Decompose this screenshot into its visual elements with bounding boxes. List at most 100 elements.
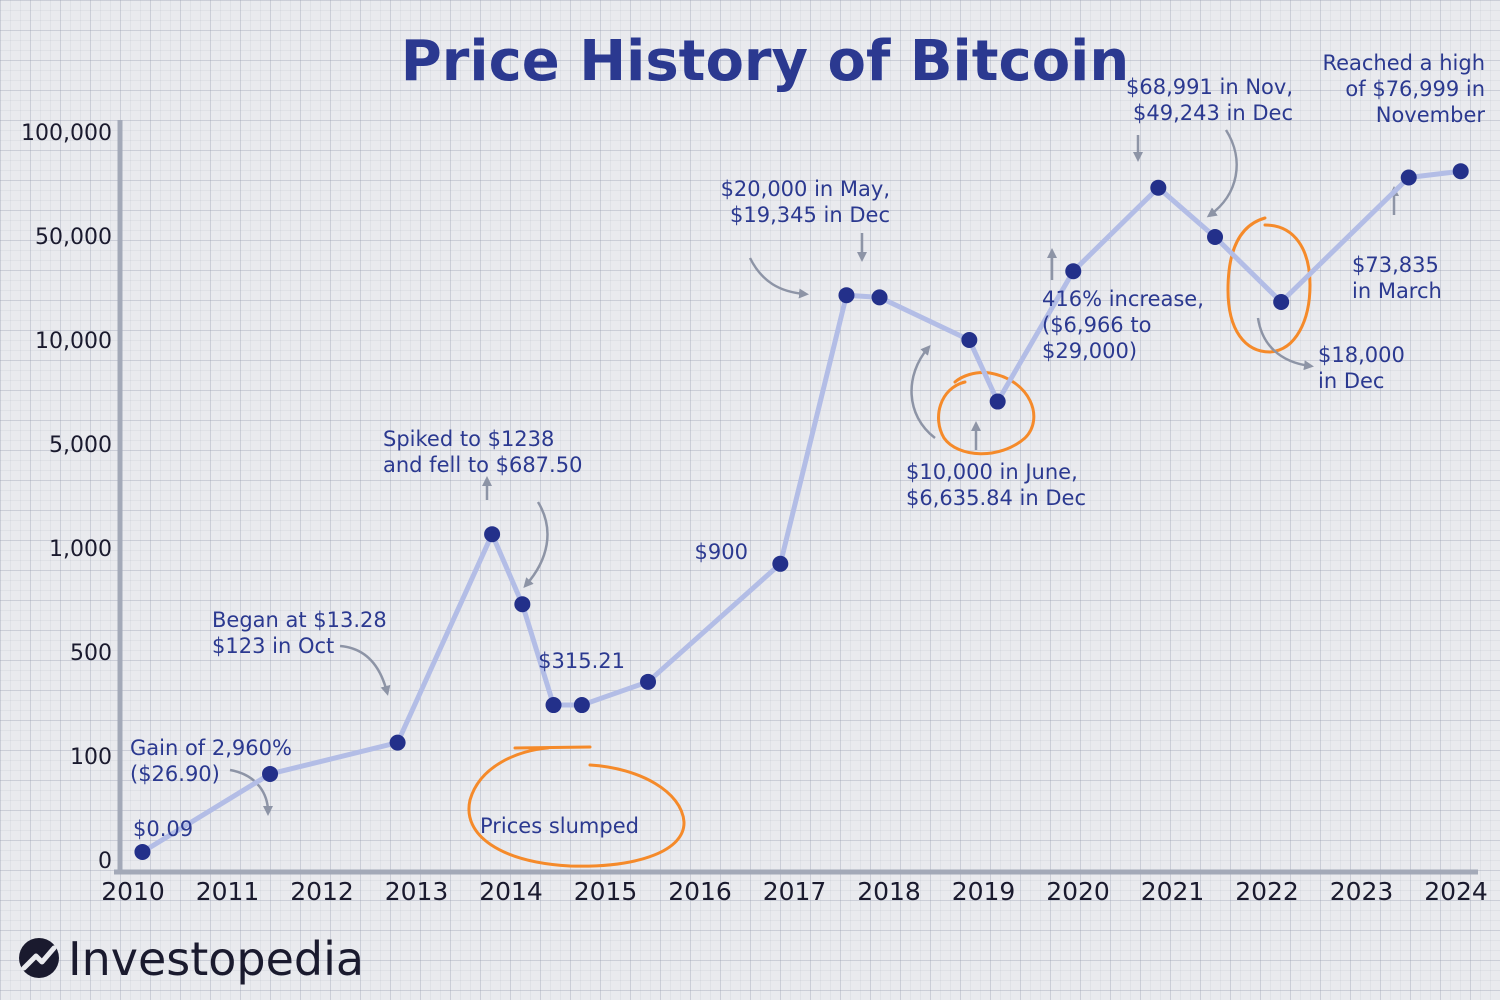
highlight-circle [1226, 216, 1312, 354]
data-point [262, 765, 279, 782]
price-series-line [139, 168, 1464, 855]
annotation-text: $68,991 in Nov, $49,243 in Dec [1126, 75, 1293, 125]
brand-name: Investopedia [68, 932, 364, 986]
annotation-line: Spiked to $1238 [383, 427, 554, 451]
y-tick-label: 10,000 [35, 329, 112, 354]
annotation-line: in March [1352, 279, 1442, 303]
annotation-text: $20,000 in May, $19,345 in Dec [721, 177, 890, 227]
x-tick-label: 2023 [1330, 877, 1394, 906]
annotation-arrows [229, 129, 1399, 816]
x-tick-label: 2011 [196, 877, 260, 906]
y-tick-labels: 0 100 500 1,000 5,000 10,000 50,000 100,000 [21, 121, 112, 874]
data-points [134, 163, 1469, 860]
data-point [514, 596, 531, 613]
annotation-text: Reached a high of $76,999 in November [1322, 51, 1485, 127]
data-point [871, 289, 888, 306]
data-point [989, 393, 1006, 410]
investopedia-logo: Investopedia [19, 932, 364, 986]
data-point [545, 697, 562, 714]
data-point [1207, 228, 1224, 245]
data-point [838, 287, 855, 304]
data-point [389, 734, 406, 751]
annotation-text: $73,835 in March [1352, 253, 1442, 303]
y-tick-label: 1,000 [49, 537, 112, 562]
annotation-arrow [523, 501, 549, 589]
annotation-line: $6,635.84 in Dec [906, 486, 1086, 510]
data-point [1400, 169, 1417, 186]
annotation-line: Reached a high [1322, 51, 1485, 75]
annotation-text: Spiked to $1238 and fell to $687.50 [383, 427, 582, 477]
annotation-line: $73,835 [1352, 253, 1439, 277]
annotation-line: 416% increase, [1042, 287, 1204, 311]
y-tick-label: 50,000 [35, 225, 112, 250]
annotation-line: of $76,999 in [1345, 77, 1485, 101]
annotation-line: $900 [695, 540, 748, 564]
annotation-line: in Dec [1318, 369, 1384, 393]
chart-title: Price History of Bitcoin [401, 29, 1130, 94]
investopedia-icon [19, 938, 59, 978]
x-tick-label: 2010 [101, 877, 165, 906]
highlight-circle [937, 371, 1036, 456]
y-tick-label: 0 [98, 849, 112, 874]
annotation-line: $19,345 in Dec [730, 203, 890, 227]
data-point [1273, 294, 1290, 311]
x-tick-label: 2017 [763, 877, 827, 906]
annotation-line: $68,991 in Nov, [1126, 75, 1293, 99]
annotation-line: $10,000 in June, [906, 460, 1078, 484]
x-tick-label: 2024 [1424, 877, 1488, 906]
annotation-line: ($6,966 to [1042, 313, 1151, 337]
series-line [139, 168, 1464, 855]
annotation-text: Began at $13.28 $123 in Oct [212, 608, 387, 658]
annotation-text: $315.21 [538, 649, 625, 673]
data-point [1452, 163, 1469, 180]
annotation-line: $0.09 [133, 817, 193, 841]
annotation-line: Prices slumped [480, 814, 639, 838]
annotation-text: Prices slumped [480, 814, 639, 838]
annotation-arrow [748, 257, 809, 299]
annotation-arrow [339, 644, 391, 696]
annotations: $0.09 Gain of 2,960% ($26.90) Began at $13.… [130, 51, 1485, 841]
highlight-circle [467, 745, 686, 868]
x-tick-label: 2013 [385, 877, 449, 906]
annotation-line: $315.21 [538, 649, 625, 673]
annotation-line: November [1376, 103, 1486, 127]
data-point [1065, 263, 1082, 280]
annotation-line: ($26.90) [130, 762, 220, 786]
annotation-line: $123 in Oct [212, 634, 334, 658]
x-tick-label: 2019 [952, 877, 1016, 906]
annotation-text: $10,000 in June, $6,635.84 in Dec [906, 460, 1086, 510]
annotation-text: $900 [695, 540, 748, 564]
annotation-line: $18,000 [1318, 343, 1405, 367]
annotation-line: Gain of 2,960% [130, 736, 292, 760]
data-point [484, 526, 501, 543]
annotation-line: $49,243 in Dec [1133, 101, 1293, 125]
x-tick-label: 2014 [479, 877, 543, 906]
x-tick-labels: 2010 2011 2012 2013 2014 2015 2016 2017 2018 2019… [101, 877, 1488, 906]
annotation-text: $18,000 in Dec [1318, 343, 1405, 393]
y-tick-label: 100 [70, 745, 112, 770]
x-tick-label: 2022 [1235, 877, 1299, 906]
annotation-arrow [910, 344, 936, 439]
annotation-arrow [1256, 317, 1314, 371]
x-tick-label: 2018 [857, 877, 921, 906]
data-point [134, 843, 151, 860]
annotation-arrow [229, 768, 273, 816]
data-point [772, 555, 789, 572]
y-tick-label: 100,000 [21, 121, 112, 146]
x-tick-label: 2021 [1141, 877, 1205, 906]
annotation-line: $20,000 in May, [721, 177, 890, 201]
y-tick-label: 5,000 [49, 433, 112, 458]
x-tick-label: 2015 [574, 877, 638, 906]
x-tick-label: 2020 [1046, 877, 1110, 906]
highlight-circles [467, 216, 1312, 868]
annotation-arrow [1206, 129, 1238, 218]
y-tick-label: 500 [70, 641, 112, 666]
data-point [1150, 179, 1167, 196]
annotation-text: 416% increase, ($6,966 to $29,000) [1042, 287, 1204, 363]
annotation-text: Gain of 2,960% ($26.90) [130, 736, 292, 786]
annotation-text: $0.09 [133, 817, 193, 841]
annotation-line: and fell to $687.50 [383, 453, 582, 477]
x-tick-label: 2016 [668, 877, 732, 906]
annotation-line: Began at $13.28 [212, 608, 387, 632]
